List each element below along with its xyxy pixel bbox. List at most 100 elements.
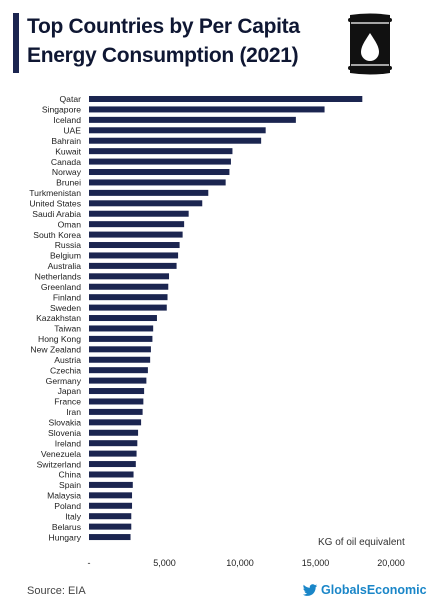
category-label: Singapore — [42, 105, 81, 115]
twitter-bird-icon — [302, 583, 318, 596]
category-label: Slovakia — [49, 418, 82, 428]
chart-title-line-2: Energy Consumption (2021) — [27, 44, 299, 67]
category-label: Australia — [48, 261, 82, 271]
bar — [89, 408, 143, 415]
category-label: Belgium — [50, 251, 81, 261]
category-label: Japan — [58, 386, 82, 396]
category-label: Iran — [66, 407, 81, 417]
category-label: Switzerland — [37, 459, 82, 469]
category-label: Slovenia — [48, 428, 81, 438]
category-label: China — [59, 470, 82, 480]
x-tick-label: 10,000 — [226, 558, 254, 568]
bar — [89, 96, 363, 102]
category-label: Norway — [52, 167, 82, 177]
category-label: Germany — [46, 376, 82, 386]
bar-chart: QatarSingaporeIcelandUAEBahrainKuwaitCan… — [29, 94, 405, 568]
bar — [89, 471, 134, 478]
category-label: Hungary — [49, 532, 82, 542]
category-label: Austria — [54, 355, 81, 365]
category-label: Finland — [53, 292, 81, 302]
category-label: Malaysia — [47, 491, 81, 501]
bar — [89, 461, 136, 468]
bar — [89, 231, 183, 238]
chart-title: Top Countries by Per Capita Energy Consu… — [27, 12, 327, 70]
x-tick-label: - — [88, 558, 91, 568]
bar — [89, 200, 203, 207]
oil-barrel-icon — [348, 13, 392, 75]
category-label: Oman — [58, 219, 82, 229]
bar — [89, 137, 262, 144]
bar — [89, 189, 209, 196]
category-label: Belarus — [52, 522, 81, 532]
bar — [89, 221, 185, 228]
bar — [89, 356, 151, 363]
bar — [89, 513, 132, 520]
bar — [89, 367, 148, 374]
bar — [89, 523, 132, 530]
x-tick-label: 15,000 — [302, 558, 330, 568]
bar — [89, 106, 325, 113]
category-label: Canada — [51, 157, 81, 167]
bar — [89, 148, 233, 155]
chart-title-line-1: Top Countries by Per Capita — [27, 15, 300, 38]
category-label: Bahrain — [51, 136, 81, 146]
bar — [89, 158, 231, 165]
bar — [89, 169, 230, 176]
category-label: Greenland — [41, 282, 81, 292]
bar — [89, 429, 139, 436]
bar — [89, 210, 189, 217]
bar — [89, 398, 144, 405]
brand-name: GlobalsEconomic — [321, 583, 427, 597]
bar — [89, 346, 151, 353]
category-label: Saudi Arabia — [32, 209, 81, 219]
category-label: Sweden — [50, 303, 81, 313]
bar — [89, 294, 168, 301]
source-note: Source: EIA — [27, 585, 86, 597]
bar — [89, 492, 133, 499]
category-label: Poland — [54, 501, 81, 511]
x-tick-label: 20,000 — [377, 558, 405, 568]
category-label: Brunei — [56, 178, 81, 188]
category-label: Kazakhstan — [36, 313, 81, 323]
x-tick-label: 5,000 — [153, 558, 176, 568]
bar — [89, 450, 137, 457]
category-label: UAE — [63, 125, 81, 135]
bar — [89, 116, 296, 123]
bar — [89, 242, 180, 249]
bar — [89, 325, 154, 332]
bar — [89, 534, 131, 541]
category-label: Qatar — [60, 94, 82, 104]
category-label: Turkmenistan — [29, 188, 81, 198]
category-label: Venezuela — [41, 449, 81, 459]
category-label: France — [54, 397, 81, 407]
bar — [89, 502, 133, 509]
bar — [89, 377, 147, 384]
category-label: Italy — [65, 511, 81, 521]
bar — [89, 262, 177, 269]
category-label: New Zealand — [30, 345, 81, 355]
bar — [89, 273, 170, 280]
category-label: Netherlands — [35, 272, 81, 282]
bar — [89, 304, 167, 311]
bar — [89, 179, 226, 186]
category-label: Ireland — [55, 438, 81, 448]
category-label: Taiwan — [54, 324, 81, 334]
bar — [89, 283, 169, 290]
category-label: Kuwait — [55, 146, 81, 156]
bar — [89, 252, 179, 259]
category-label: South Korea — [33, 230, 81, 240]
category-label: Hong Kong — [38, 334, 81, 344]
category-label: Iceland — [53, 115, 81, 125]
bar — [89, 440, 138, 447]
bar — [89, 127, 266, 134]
category-label: Czechia — [50, 365, 81, 375]
category-label: Russia — [55, 240, 81, 250]
brand-credit[interactable]: GlobalsEconomic — [302, 583, 427, 597]
category-label: United States — [29, 199, 81, 209]
title-accent-bar — [13, 13, 19, 73]
bar — [89, 335, 153, 342]
bar — [89, 315, 157, 322]
category-label: Spain — [59, 480, 81, 490]
bar — [89, 388, 145, 395]
bar — [89, 481, 133, 488]
